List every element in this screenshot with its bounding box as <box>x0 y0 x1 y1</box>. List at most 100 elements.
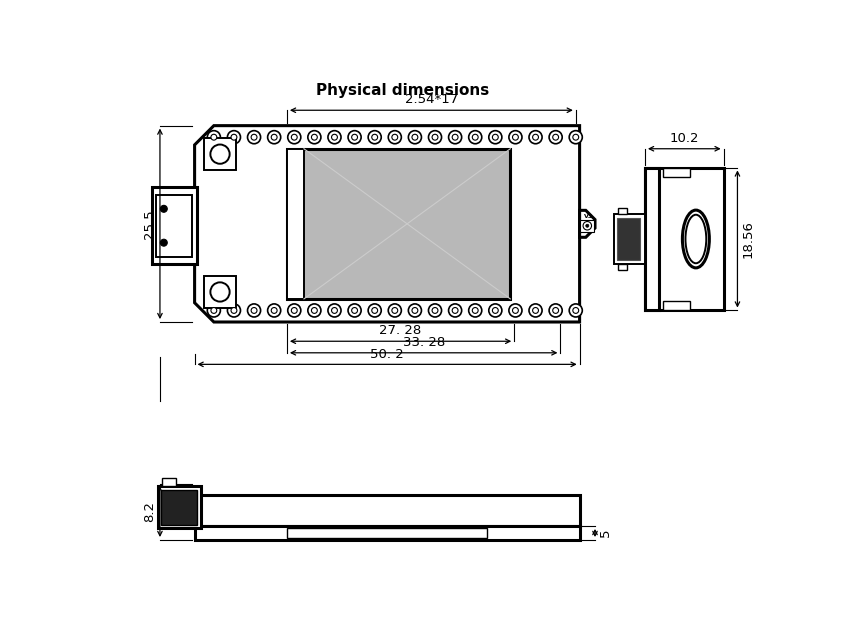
Circle shape <box>449 130 462 144</box>
Circle shape <box>368 130 381 144</box>
Circle shape <box>429 130 442 144</box>
Circle shape <box>372 134 378 140</box>
Circle shape <box>553 134 559 140</box>
Circle shape <box>469 130 482 144</box>
Circle shape <box>210 282 230 302</box>
Polygon shape <box>194 125 580 322</box>
Circle shape <box>211 134 217 140</box>
Circle shape <box>251 134 257 140</box>
Circle shape <box>533 134 538 140</box>
Circle shape <box>586 224 589 227</box>
Circle shape <box>312 134 318 140</box>
Circle shape <box>247 304 260 317</box>
Bar <box>156 195 193 256</box>
Circle shape <box>348 304 361 317</box>
Circle shape <box>512 134 518 140</box>
Circle shape <box>492 307 498 313</box>
Circle shape <box>231 134 237 140</box>
Text: 33. 28: 33. 28 <box>403 336 444 349</box>
Circle shape <box>372 307 378 313</box>
Ellipse shape <box>682 210 709 268</box>
Bar <box>663 168 690 177</box>
Circle shape <box>352 134 358 140</box>
Circle shape <box>432 307 438 313</box>
Circle shape <box>287 304 301 317</box>
Polygon shape <box>580 210 595 238</box>
Circle shape <box>489 130 502 144</box>
Bar <box>287 149 304 299</box>
Ellipse shape <box>686 215 707 263</box>
Circle shape <box>267 304 280 317</box>
Circle shape <box>348 130 361 144</box>
Bar <box>152 187 197 264</box>
Bar <box>287 529 487 537</box>
Text: 50. 2: 50. 2 <box>371 348 404 360</box>
Bar <box>615 214 645 264</box>
Bar <box>663 301 690 311</box>
Text: 18.56: 18.56 <box>741 220 754 258</box>
Circle shape <box>231 307 237 313</box>
Circle shape <box>308 304 321 317</box>
Circle shape <box>287 130 301 144</box>
Circle shape <box>312 307 318 313</box>
Bar <box>204 276 236 308</box>
Circle shape <box>292 134 297 140</box>
Circle shape <box>432 134 438 140</box>
Bar <box>204 138 236 170</box>
Circle shape <box>529 304 542 317</box>
Circle shape <box>388 304 401 317</box>
Bar <box>194 495 580 526</box>
Bar <box>161 490 197 525</box>
Circle shape <box>328 304 341 317</box>
Circle shape <box>352 307 358 313</box>
Circle shape <box>549 304 562 317</box>
Circle shape <box>391 307 398 313</box>
Text: 5: 5 <box>599 529 612 537</box>
Bar <box>158 486 201 529</box>
Circle shape <box>412 134 418 140</box>
Circle shape <box>509 304 522 317</box>
Circle shape <box>408 130 422 144</box>
Text: Physical dimensions: Physical dimensions <box>316 83 490 98</box>
Circle shape <box>332 134 338 140</box>
Circle shape <box>332 307 338 313</box>
Text: 27. 28: 27. 28 <box>379 324 422 338</box>
Bar <box>581 220 595 232</box>
Bar <box>645 168 659 311</box>
Circle shape <box>292 307 297 313</box>
Circle shape <box>207 130 220 144</box>
Circle shape <box>308 130 321 144</box>
Circle shape <box>472 134 478 140</box>
Circle shape <box>211 307 217 313</box>
Circle shape <box>368 304 381 317</box>
Circle shape <box>210 144 230 164</box>
Bar <box>162 478 176 486</box>
Text: 8.2: 8.2 <box>143 501 156 522</box>
Circle shape <box>161 205 168 212</box>
Circle shape <box>271 134 277 140</box>
Circle shape <box>573 134 579 140</box>
Circle shape <box>271 307 277 313</box>
Circle shape <box>328 130 341 144</box>
Circle shape <box>512 307 518 313</box>
Circle shape <box>412 307 418 313</box>
Circle shape <box>492 134 498 140</box>
Circle shape <box>452 134 458 140</box>
Circle shape <box>161 239 168 246</box>
Circle shape <box>251 307 257 313</box>
Circle shape <box>509 130 522 144</box>
Text: 10.2: 10.2 <box>669 132 699 145</box>
Circle shape <box>489 304 502 317</box>
Circle shape <box>549 130 562 144</box>
Circle shape <box>472 307 478 313</box>
Bar <box>194 526 580 540</box>
Bar <box>618 208 628 214</box>
Circle shape <box>533 307 538 313</box>
Circle shape <box>573 307 579 313</box>
Circle shape <box>569 304 582 317</box>
Circle shape <box>207 304 220 317</box>
Circle shape <box>388 130 401 144</box>
Circle shape <box>227 304 240 317</box>
Circle shape <box>408 304 422 317</box>
Circle shape <box>529 130 542 144</box>
